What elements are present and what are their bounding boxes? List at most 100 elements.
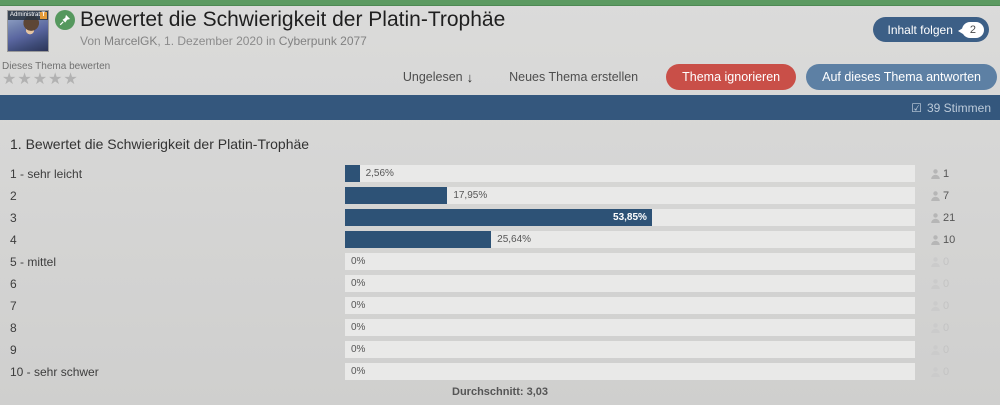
poll-bar-percent: 0% xyxy=(351,322,366,333)
poll-row: 10 - sehr schwer 0% 0 xyxy=(10,363,1000,380)
poll-option-label: 6 xyxy=(10,276,17,291)
poll-vote-count: 0 xyxy=(943,365,950,378)
voter-icon xyxy=(931,168,940,179)
poll-bar-track: 0% xyxy=(345,363,915,380)
ignore-topic-button[interactable]: Thema ignorieren xyxy=(666,64,797,90)
poll-vote-count-group: 10 xyxy=(931,234,955,246)
author-link[interactable]: MarcelGK xyxy=(104,34,158,48)
poll-bar-percent: 0% xyxy=(351,256,366,267)
avatar-rank-banner: Administrator xyxy=(8,11,48,20)
poll-bar-track: 53,85% xyxy=(345,209,915,226)
poll-option-label: 2 xyxy=(10,188,17,203)
poll-vote-count-group: 0 xyxy=(931,344,949,356)
poll-bar-percent: 2,56% xyxy=(365,168,394,179)
poll-bar-fill xyxy=(345,231,492,248)
poll-bar-track: 17,95% xyxy=(345,187,915,204)
poll-bar-percent-inside: 53,85% xyxy=(613,212,647,223)
poll-bar-track: 0% xyxy=(345,253,915,270)
topic-toolbar: Dieses Thema bewerten ★★★★★ Ungelesen ↓ … xyxy=(0,60,1000,95)
checkbox-icon: ☑ xyxy=(911,100,922,115)
avatar-rank-badge: T xyxy=(40,12,47,19)
voter-icon xyxy=(931,212,940,223)
poll-row: 2 17,95% 7 xyxy=(10,187,1000,204)
poll-vote-count-group: 0 xyxy=(931,256,949,268)
poll-vote-count: 0 xyxy=(943,299,950,312)
top-accent-strip xyxy=(0,0,1000,6)
poll-results: 1. Bewertet die Schwierigkeit der Platin… xyxy=(0,120,1000,398)
poll-bar-percent: 25,64% xyxy=(497,234,532,245)
forum-link[interactable]: Cyberpunk 2077 xyxy=(278,34,367,48)
voter-icon xyxy=(931,190,940,201)
poll-option-label: 4 xyxy=(10,232,17,247)
poll-bar-track: 0% xyxy=(345,341,915,358)
poll-vote-count: 7 xyxy=(943,189,950,202)
toolbar-actions: Ungelesen ↓ Neues Thema erstellen Thema … xyxy=(403,64,997,90)
unread-jump-link[interactable]: Ungelesen ↓ xyxy=(403,70,473,85)
poll-option-label: 9 xyxy=(10,342,17,357)
poll-vote-count: 21 xyxy=(943,211,956,224)
poll-option-label: 7 xyxy=(10,298,17,313)
reply-topic-button[interactable]: Auf dieses Thema antworten xyxy=(806,64,997,90)
voter-icon xyxy=(931,344,940,355)
poll-rows: 1 - sehr leicht 2,56% 1 2 17,95% xyxy=(10,165,1000,380)
poll-row: 8 0% 0 xyxy=(10,319,1000,336)
poll-bar-fill: 53,85% xyxy=(345,209,652,226)
follower-count-badge[interactable]: 2 xyxy=(957,21,984,38)
poll-option-label: 3 xyxy=(10,210,17,225)
poll-bar-track: 25,64% xyxy=(345,231,915,248)
title-block: Bewertet die Schwierigkeit der Platin-Tr… xyxy=(55,8,505,48)
new-topic-link[interactable]: Neues Thema erstellen xyxy=(509,70,639,84)
poll-bar-percent: 17,95% xyxy=(453,190,488,201)
star-rating[interactable]: ★★★★★ xyxy=(2,71,79,88)
poll-row: 3 53,85% 21 xyxy=(10,209,1000,226)
poll-bar-track: 0% xyxy=(345,319,915,336)
poll-option-label: 1 - sehr leicht xyxy=(10,166,83,181)
total-votes-label: 39 Stimmen xyxy=(926,100,991,115)
poll-vote-count-group: 21 xyxy=(931,212,955,224)
rate-topic-block: Dieses Thema bewerten ★★★★★ xyxy=(2,61,111,88)
topic-header: Administrator T Bewertet die Schwierigke… xyxy=(0,5,1000,60)
byline-middle: , 1. Dezember 2020 in xyxy=(157,34,279,48)
poll-vote-count-group: 0 xyxy=(931,278,949,290)
total-votes-link[interactable]: ☑ 39 Stimmen xyxy=(911,101,991,115)
poll-vote-count: 0 xyxy=(943,277,950,290)
poll-bar-percent: 0% xyxy=(351,300,366,311)
poll-row: 5 - mittel 0% 0 xyxy=(10,253,1000,270)
voter-icon xyxy=(931,278,940,289)
voter-icon xyxy=(931,322,940,333)
poll-row: 4 25,64% 10 xyxy=(10,231,1000,248)
pinned-topic-icon xyxy=(55,10,75,30)
poll-bar-percent: 0% xyxy=(351,278,366,289)
voter-icon xyxy=(931,256,940,267)
follow-label: Inhalt folgen xyxy=(887,22,953,37)
poll-bar-fill xyxy=(345,187,448,204)
poll-average: Durchschnitt: 3,03 xyxy=(452,386,548,398)
poll-bar-track: 0% xyxy=(345,275,915,292)
poll-row: 7 0% 0 xyxy=(10,297,1000,314)
poll-vote-count-group: 1 xyxy=(931,168,949,180)
poll-bar-percent: 0% xyxy=(351,366,366,377)
rate-topic-label: Dieses Thema bewerten xyxy=(2,61,111,72)
poll-vote-count-group: 0 xyxy=(931,300,949,312)
poll-votes-bar: ☑ 39 Stimmen xyxy=(0,95,1000,120)
poll-row: 1 - sehr leicht 2,56% 1 xyxy=(10,165,1000,182)
byline: Von MarcelGK, 1. Dezember 2020 in Cyberp… xyxy=(80,34,505,48)
byline-prefix: Von xyxy=(80,34,105,48)
poll-row: 9 0% 0 xyxy=(10,341,1000,358)
avatar[interactable]: Administrator T xyxy=(7,10,49,52)
poll-bar-percent: 0% xyxy=(351,344,366,355)
poll-bar-track: 0% xyxy=(345,297,915,314)
poll-vote-count: 0 xyxy=(943,343,950,356)
voter-icon xyxy=(931,234,940,245)
poll-vote-count: 0 xyxy=(943,321,950,334)
poll-question: 1. Bewertet die Schwierigkeit der Platin… xyxy=(10,136,310,152)
poll-vote-count: 1 xyxy=(943,167,950,180)
page-title: Bewertet die Schwierigkeit der Platin-Tr… xyxy=(80,8,506,31)
voter-icon xyxy=(931,366,940,377)
voter-icon xyxy=(931,300,940,311)
poll-vote-count: 0 xyxy=(943,255,950,268)
follow-content-button[interactable]: Inhalt folgen 2 xyxy=(873,17,989,42)
poll-bar-fill xyxy=(345,165,360,182)
poll-vote-count-group: 0 xyxy=(931,366,949,378)
